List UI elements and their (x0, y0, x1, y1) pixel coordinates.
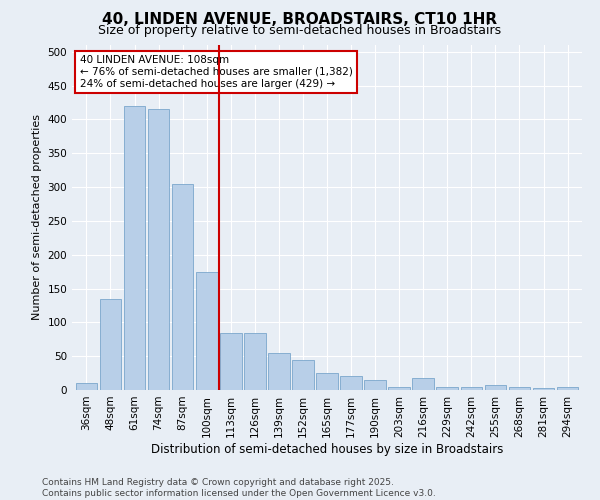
Bar (292, 360, 314, 390)
Bar (124, 106, 145, 390)
Bar (100, 298, 121, 390)
Bar (533, 388, 554, 390)
Bar (412, 378, 434, 390)
Bar (461, 386, 482, 390)
Bar (364, 380, 386, 390)
Bar (220, 332, 242, 390)
Bar (196, 272, 218, 390)
Bar (436, 386, 458, 390)
Bar (316, 373, 338, 390)
Y-axis label: Number of semi-detached properties: Number of semi-detached properties (32, 114, 42, 320)
Bar (485, 384, 506, 390)
Bar (76, 383, 97, 390)
Text: 40 LINDEN AVENUE: 108sqm
← 76% of semi-detached houses are smaller (1,382)
24% o: 40 LINDEN AVENUE: 108sqm ← 76% of semi-d… (80, 56, 353, 88)
X-axis label: Distribution of semi-detached houses by size in Broadstairs: Distribution of semi-detached houses by … (151, 442, 503, 456)
Bar (388, 386, 410, 390)
Text: Contains HM Land Registry data © Crown copyright and database right 2025.
Contai: Contains HM Land Registry data © Crown c… (42, 478, 436, 498)
Bar (340, 376, 362, 390)
Text: Size of property relative to semi-detached houses in Broadstairs: Size of property relative to semi-detach… (98, 24, 502, 37)
Bar (148, 110, 169, 390)
Bar (244, 332, 266, 390)
Bar (172, 184, 193, 390)
Bar (268, 353, 290, 390)
Bar (509, 386, 530, 390)
Bar (557, 386, 578, 390)
Text: 40, LINDEN AVENUE, BROADSTAIRS, CT10 1HR: 40, LINDEN AVENUE, BROADSTAIRS, CT10 1HR (103, 12, 497, 28)
